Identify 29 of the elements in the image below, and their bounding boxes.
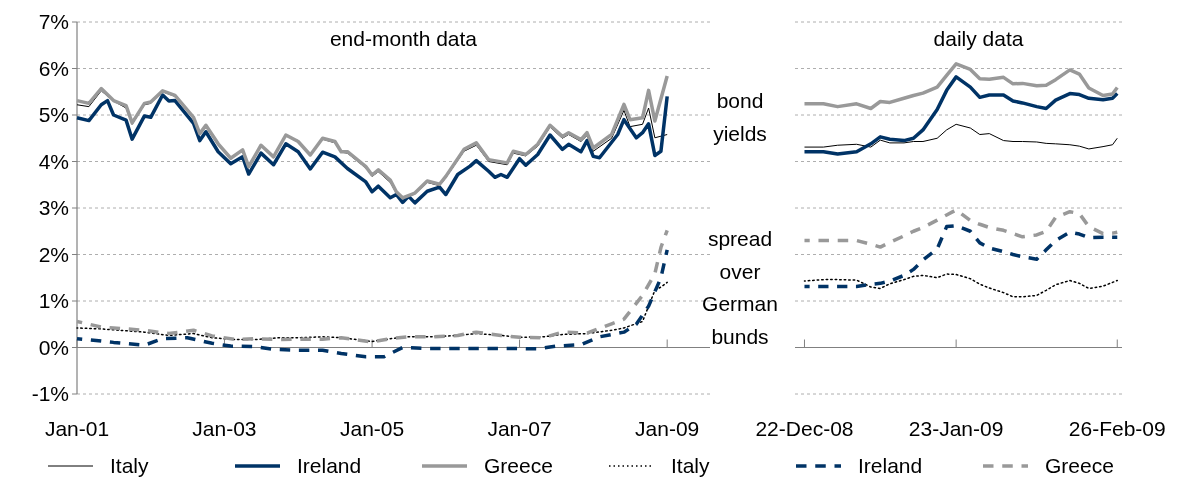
x-tick-label: 22-Dec-08	[755, 417, 854, 440]
y-tick-label: 6%	[38, 56, 69, 80]
annotation: spread over German bunds	[702, 227, 778, 348]
legend-label: Italy	[671, 454, 711, 478]
x-tick-label: Jan-07	[487, 417, 552, 440]
y-tick-label: -1%	[31, 382, 69, 406]
x-tick-label: Jan-01	[44, 417, 110, 440]
text: bond yields	[713, 89, 767, 145]
line-series	[76, 281, 668, 343]
legend-label: Greece	[1045, 454, 1114, 478]
y-tick-label: 3%	[38, 196, 69, 220]
x-tick-label: Jan-05	[339, 417, 405, 440]
y-tick-label: 0%	[38, 335, 69, 359]
line-series	[75, 248, 669, 359]
annotation: daily data	[933, 27, 1024, 50]
x-tick-label: 26-Feb-09	[1068, 417, 1166, 440]
legend-label: Italy	[110, 454, 150, 478]
x-tick-label: Jan-09	[635, 417, 700, 440]
legend-label: Ireland	[297, 454, 362, 478]
y-tick-label: 5%	[38, 103, 69, 127]
y-tick-label: 7%	[38, 10, 69, 34]
annotation: end-month data	[329, 27, 478, 50]
y-tick-label: 4%	[38, 149, 69, 173]
y-tick-label: 1%	[38, 289, 69, 313]
y-tick-label: 2%	[38, 242, 69, 266]
x-tick-label: Jan-03	[192, 417, 257, 440]
legend-label: Greece	[484, 454, 553, 478]
legend-label: Ireland	[858, 454, 923, 478]
x-tick-label: 23-Jan-09	[908, 417, 1004, 440]
